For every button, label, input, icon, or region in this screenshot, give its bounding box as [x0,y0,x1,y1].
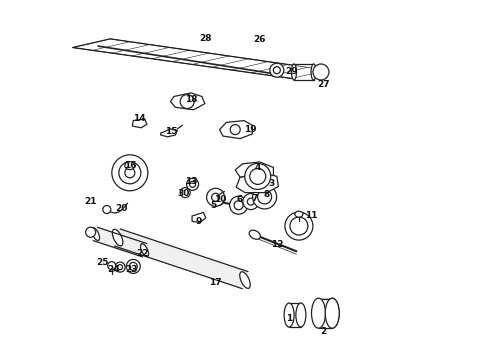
Text: 28: 28 [199,34,212,43]
Text: 7: 7 [251,194,258,202]
Circle shape [115,262,125,272]
Text: 4: 4 [254,163,261,172]
Circle shape [190,181,196,187]
Polygon shape [192,212,206,222]
Text: 2: 2 [320,327,326,336]
Text: 3: 3 [269,179,275,188]
Circle shape [230,196,247,214]
Ellipse shape [250,168,266,184]
Polygon shape [132,119,147,128]
Circle shape [103,206,111,213]
Text: 26: 26 [253,35,266,44]
Text: 13: 13 [185,177,197,186]
Text: 16: 16 [123,161,136,170]
Text: 25: 25 [97,258,109,266]
Polygon shape [73,39,327,78]
Polygon shape [171,93,205,110]
Ellipse shape [296,303,306,327]
Circle shape [118,265,122,270]
Text: 24: 24 [107,265,120,274]
Ellipse shape [284,303,294,327]
Text: 10: 10 [214,195,227,204]
Text: 14: 14 [133,114,146,123]
Circle shape [247,198,254,205]
Text: 22: 22 [136,249,148,258]
Ellipse shape [92,228,99,240]
Ellipse shape [295,211,303,217]
Text: 29: 29 [285,67,298,76]
Polygon shape [289,303,301,327]
Text: 8: 8 [264,190,270,199]
Circle shape [313,64,329,80]
Circle shape [180,95,194,108]
Ellipse shape [312,298,325,328]
Ellipse shape [325,298,339,328]
Polygon shape [115,229,248,289]
Circle shape [212,193,220,201]
Text: 15: 15 [165,127,178,136]
Ellipse shape [141,244,148,257]
Circle shape [253,185,276,209]
Circle shape [187,178,198,190]
Circle shape [108,262,116,270]
Circle shape [290,217,308,235]
Circle shape [234,201,243,210]
Polygon shape [318,299,332,328]
Text: 27: 27 [317,80,330,89]
Circle shape [230,125,240,135]
Circle shape [270,63,284,77]
Text: 9: 9 [195,217,202,226]
Ellipse shape [112,229,123,246]
Polygon shape [161,129,177,137]
Ellipse shape [325,298,339,328]
Ellipse shape [292,64,296,80]
Ellipse shape [249,230,260,239]
Text: 1: 1 [286,314,292,323]
Text: 18: 18 [185,94,197,104]
Text: 11: 11 [305,211,318,220]
Polygon shape [294,64,314,80]
Ellipse shape [245,163,271,189]
Text: 19: 19 [244,125,256,134]
Circle shape [112,155,148,191]
Circle shape [129,262,137,270]
Ellipse shape [125,162,135,170]
Text: 12: 12 [270,240,283,249]
Polygon shape [236,173,278,193]
Circle shape [126,260,140,273]
Ellipse shape [240,272,250,288]
Text: 21: 21 [84,197,97,206]
Text: 30: 30 [177,189,190,198]
Circle shape [285,212,313,240]
Circle shape [273,67,280,74]
Circle shape [258,190,271,204]
Circle shape [86,227,96,237]
Ellipse shape [213,198,223,205]
Circle shape [243,194,259,210]
Circle shape [207,188,224,206]
Circle shape [180,188,190,198]
Text: 5: 5 [210,201,216,210]
Text: 6: 6 [237,195,243,204]
Ellipse shape [311,64,316,80]
Text: 17: 17 [209,278,222,287]
Circle shape [125,168,135,178]
Text: 23: 23 [125,265,138,274]
Polygon shape [94,228,147,257]
Polygon shape [235,162,273,177]
Circle shape [119,162,141,184]
Text: 20: 20 [115,204,128,213]
Polygon shape [220,121,252,139]
